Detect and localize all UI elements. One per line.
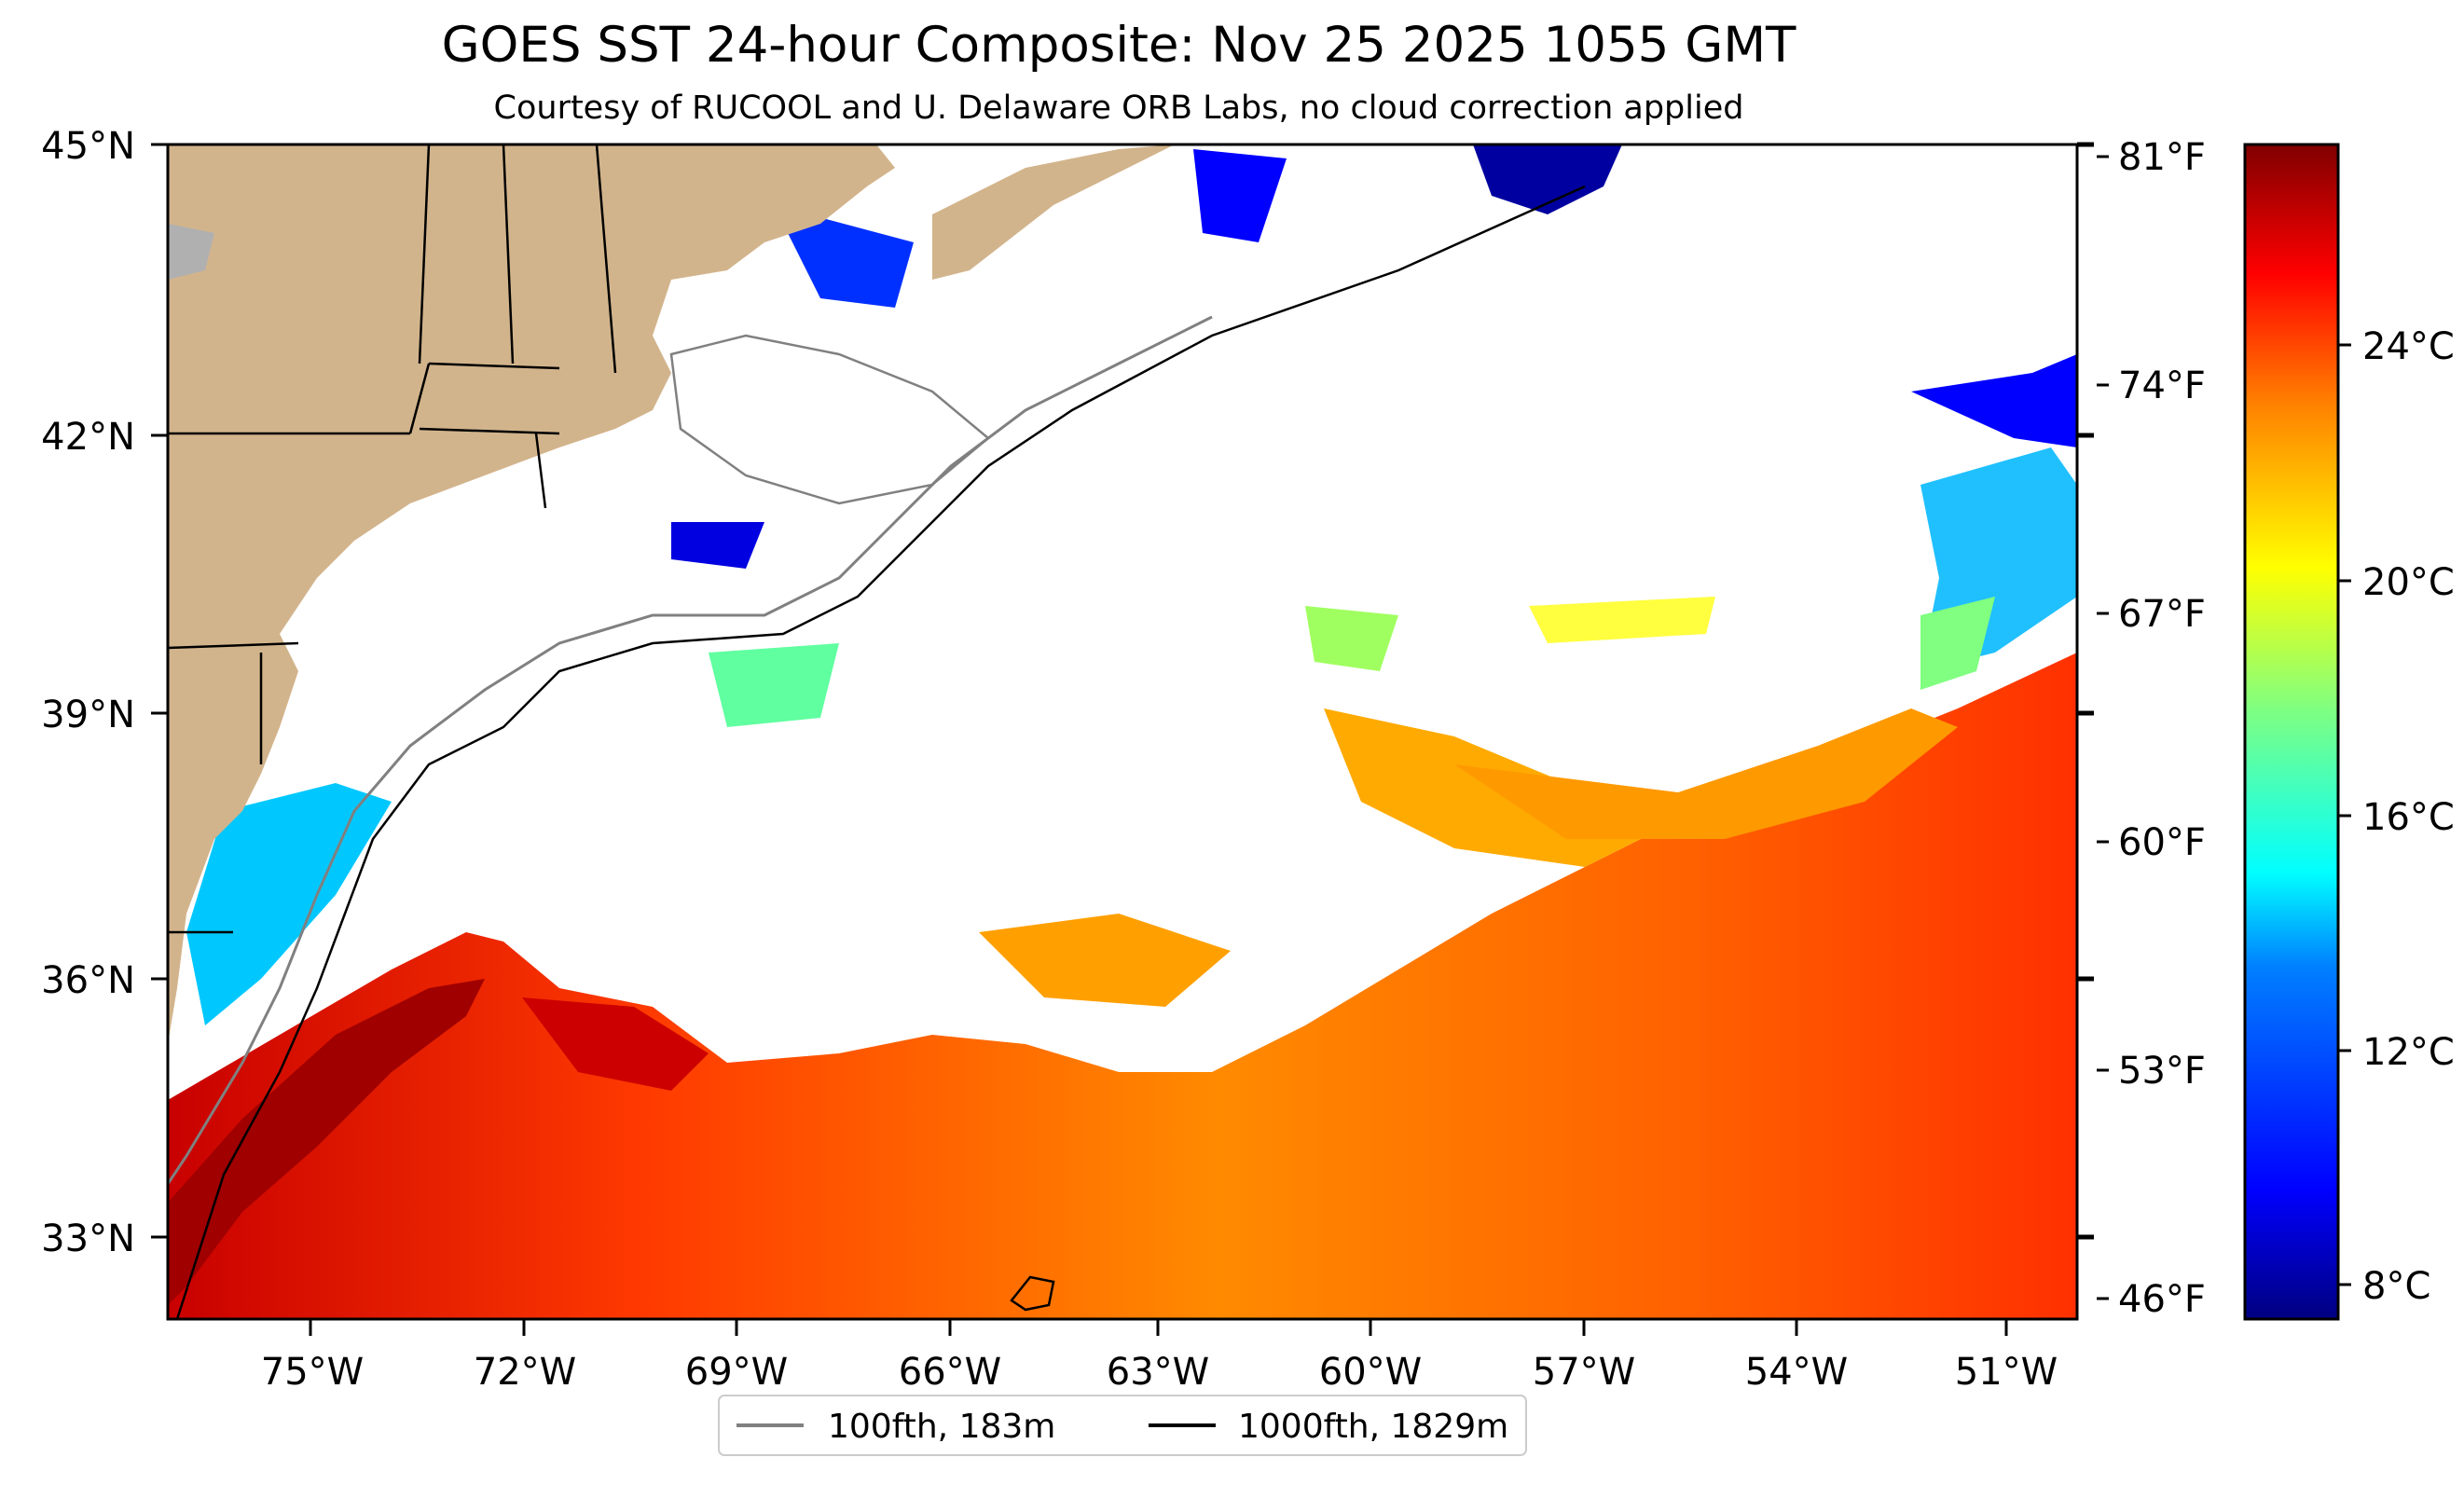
lon-label: 69°W (685, 1351, 788, 1394)
fahrenheit-label: 60°F (2118, 821, 2206, 864)
red-eddy (522, 997, 709, 1091)
lon-label: 66°W (899, 1351, 1001, 1394)
lat-label: 45°N (41, 125, 135, 168)
latitude-axis: 45°N 42°N 39°N 36°N 33°N (41, 125, 168, 1260)
fahrenheit-label: 81°F (2118, 136, 2206, 179)
green-patches (709, 643, 839, 727)
lat-label: 33°N (41, 1217, 135, 1260)
celsius-axis: 24°C 20°C 16°C 12°C 8°C (2338, 325, 2455, 1308)
legend: 100fth, 183m 1000fth, 1829m (718, 1395, 1527, 1456)
map-frame (166, 143, 2079, 1321)
right-ticks (2077, 142, 2094, 1240)
legend-box (718, 1395, 1527, 1456)
lon-label: 60°W (1319, 1351, 1422, 1394)
lon-label: 75°W (261, 1351, 364, 1394)
lat-label: 39°N (41, 694, 135, 736)
green-water-east (1920, 597, 1995, 690)
legend-label-1000fth: 1000fth, 1829m (1238, 1408, 1508, 1446)
cold-water-north-2 (1193, 149, 1287, 242)
gulf-stream-warm-water (168, 653, 2077, 1319)
dark-red-core (168, 979, 485, 1305)
lon-label: 57°W (1533, 1351, 1635, 1394)
yellow-green-patches (1529, 597, 1715, 643)
land-northeast-us (168, 144, 895, 1044)
lon-label: 51°W (1955, 1351, 2058, 1394)
blue-patch-gulfofmaine (671, 522, 764, 569)
cold-water-east (1911, 354, 2077, 447)
fahrenheit-label: 53°F (2118, 1050, 2206, 1093)
land-nova-scotia (932, 144, 1175, 280)
celsius-label: 12°C (2362, 1031, 2455, 1074)
chart-subtitle: Courtesy of RUCOOL and U. Delaware ORB L… (493, 89, 1744, 127)
lon-label: 54°W (1745, 1351, 1848, 1394)
fahrenheit-label: 46°F (2118, 1278, 2206, 1321)
contour-100fth-gulfofmaine (669, 334, 990, 505)
lon-label: 72°W (474, 1351, 576, 1394)
fahrenheit-label: 74°F (2118, 364, 2206, 407)
chart-title: GOES SST 24-hour Composite: Nov 25 2025 … (441, 17, 1796, 74)
lat-label: 36°N (41, 959, 135, 1002)
lon-label: 63°W (1107, 1351, 1209, 1394)
gray-lakes (168, 224, 214, 280)
celsius-label: 24°C (2362, 325, 2455, 368)
fahrenheit-axis: 81°F 74°F 67°F 60°F 53°F 46°F (2097, 136, 2206, 1321)
celsius-label: 16°C (2362, 796, 2455, 839)
colorbar (2243, 143, 2340, 1321)
teal-patch (1305, 606, 1398, 671)
orange-patch-3 (979, 914, 1231, 1007)
cold-water-north-1 (1473, 144, 1622, 214)
celsius-label: 8°C (2362, 1265, 2430, 1308)
fahrenheit-label: 67°F (2118, 593, 2206, 636)
legend-label-100fth: 100fth, 183m (828, 1408, 1055, 1446)
map-panel (168, 144, 2077, 1319)
celsius-label: 20°C (2362, 561, 2455, 604)
lat-label: 42°N (41, 416, 135, 459)
seamount-contour (1010, 1275, 1055, 1312)
longitude-axis: 75°W 72°W 69°W 66°W 63°W 60°W 57°W 54°W … (261, 1319, 2058, 1394)
state-borders (168, 144, 617, 934)
contour-1000fth (175, 185, 1586, 1319)
cold-water-north-3 (774, 205, 914, 308)
orange-patch-2 (1454, 708, 1958, 839)
